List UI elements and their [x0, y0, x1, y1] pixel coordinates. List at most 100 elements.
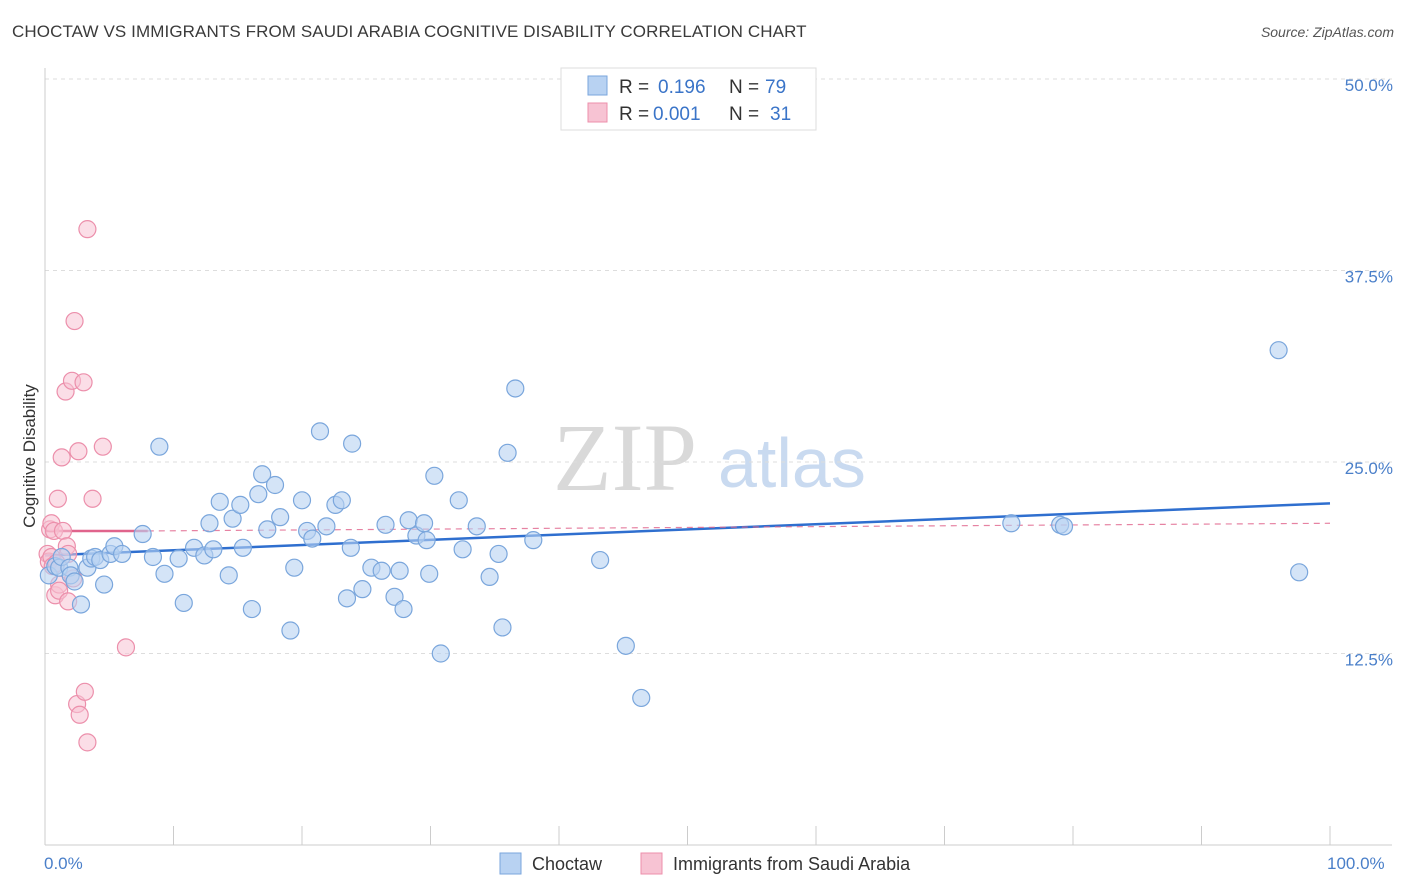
data-point-choctaw[interactable] [616, 636, 635, 655]
bottom-legend-swatch-saudi[interactable] [640, 852, 663, 875]
data-point-saudi[interactable] [53, 521, 73, 541]
legend-r-value-saudi: 0.001 [653, 104, 701, 125]
data-point-choctaw[interactable] [249, 485, 268, 504]
data-point-choctaw[interactable] [591, 550, 610, 570]
data-point-saudi[interactable] [93, 437, 112, 456]
data-point-saudi[interactable] [65, 311, 84, 331]
data-point-choctaw[interactable] [143, 547, 163, 567]
data-point-choctaw[interactable] [253, 465, 272, 484]
data-point-choctaw[interactable] [1054, 517, 1074, 536]
data-point-choctaw[interactable] [150, 437, 169, 456]
data-point-choctaw[interactable] [281, 621, 300, 640]
bottom-legend-label-saudi[interactable]: Immigrants from Saudi Arabia [673, 854, 911, 874]
legend-n-label-saudi: N = [729, 104, 759, 125]
data-point-choctaw[interactable] [292, 491, 312, 510]
x-tick-label-min: 0.0% [44, 854, 83, 873]
data-point-choctaw[interactable] [632, 688, 651, 708]
data-point-saudi[interactable] [52, 448, 71, 467]
data-point-choctaw[interactable] [372, 561, 391, 580]
data-point-choctaw[interactable] [524, 531, 543, 550]
data-point-saudi[interactable] [74, 373, 93, 392]
legend-swatch-choctaw [587, 75, 608, 96]
data-point-saudi[interactable] [75, 682, 94, 701]
series-saudi-points [38, 220, 136, 752]
data-point-choctaw[interactable] [65, 572, 84, 591]
x-tick-label-max: 100.0% [1327, 854, 1385, 873]
data-point-choctaw[interactable] [489, 544, 508, 564]
data-point-choctaw[interactable] [265, 475, 285, 495]
data-point-choctaw[interactable] [155, 564, 174, 583]
data-point-choctaw[interactable] [310, 422, 330, 441]
data-point-choctaw[interactable] [285, 558, 304, 577]
series-choctaw-points [39, 341, 1309, 708]
data-point-choctaw[interactable] [332, 491, 351, 510]
data-point-choctaw[interactable] [223, 509, 242, 528]
y-tick-labels: 12.5% 25.0% 37.5% 50.0% [1345, 76, 1393, 670]
data-point-choctaw[interactable] [133, 524, 152, 544]
legend-n-label-choctaw: N = [729, 77, 759, 98]
bottom-legend-label-choctaw[interactable]: Choctaw [532, 854, 603, 874]
y-tick-label: 37.5% [1345, 268, 1393, 287]
data-point-choctaw[interactable] [174, 593, 193, 613]
data-point-choctaw[interactable] [210, 492, 229, 511]
data-point-choctaw[interactable] [231, 495, 250, 514]
data-point-choctaw[interactable] [493, 618, 512, 637]
data-point-saudi[interactable] [116, 638, 136, 657]
data-point-choctaw[interactable] [467, 517, 486, 536]
data-point-choctaw[interactable] [394, 599, 413, 619]
data-point-choctaw[interactable] [258, 520, 277, 539]
data-point-choctaw[interactable] [242, 599, 261, 619]
data-point-choctaw[interactable] [112, 544, 132, 564]
legend-n-value-choctaw: 79 [765, 77, 786, 98]
data-point-choctaw[interactable] [1269, 341, 1288, 360]
data-point-choctaw[interactable] [480, 567, 499, 587]
data-point-choctaw[interactable] [376, 515, 395, 534]
data-point-choctaw[interactable] [341, 538, 360, 557]
data-point-choctaw[interactable] [219, 566, 238, 585]
data-point-choctaw[interactable] [337, 589, 357, 608]
data-point-saudi[interactable] [78, 220, 97, 239]
series-legend: Choctaw Immigrants from Saudi Arabia [499, 852, 911, 875]
data-point-choctaw[interactable] [71, 595, 91, 614]
source-credit: Source: ZipAtlas.com [1260, 24, 1394, 40]
data-point-choctaw[interactable] [1002, 514, 1021, 533]
data-point-choctaw[interactable] [399, 511, 418, 530]
bottom-legend-swatch-choctaw[interactable] [499, 852, 522, 875]
data-point-saudi[interactable] [69, 442, 88, 461]
data-point-choctaw[interactable] [343, 434, 362, 453]
trend-line-choctaw [44, 502, 1331, 557]
data-point-choctaw[interactable] [417, 531, 436, 550]
data-point-choctaw[interactable] [498, 443, 517, 462]
data-point-choctaw[interactable] [95, 575, 114, 594]
data-point-choctaw[interactable] [303, 529, 322, 548]
data-point-choctaw[interactable] [200, 514, 219, 533]
data-point-choctaw[interactable] [169, 549, 188, 568]
y-tick-label: 12.5% [1345, 651, 1393, 670]
data-point-saudi[interactable] [78, 733, 97, 752]
data-point-choctaw[interactable] [425, 466, 444, 485]
data-point-saudi[interactable] [48, 489, 67, 508]
data-point-choctaw[interactable] [420, 564, 439, 583]
y-tick-label: 25.0% [1345, 459, 1393, 478]
data-point-choctaw[interactable] [204, 540, 223, 559]
data-point-saudi[interactable] [70, 705, 89, 724]
legend-r-label-saudi: R = [619, 104, 649, 125]
data-point-choctaw[interactable] [317, 517, 336, 536]
data-point-choctaw[interactable] [233, 538, 252, 557]
data-point-choctaw[interactable] [1290, 563, 1309, 582]
y-axis-label: Cognitive Disability [20, 384, 39, 528]
legend-r-label-choctaw: R = [619, 77, 649, 98]
axes [44, 68, 1392, 846]
y-tick-label: 50.0% [1345, 76, 1393, 95]
data-point-choctaw[interactable] [506, 379, 525, 398]
data-point-choctaw[interactable] [390, 561, 409, 580]
legend-r-value-choctaw: 0.196 [658, 77, 706, 98]
data-point-choctaw[interactable] [453, 540, 472, 559]
data-point-choctaw[interactable] [431, 644, 450, 663]
data-point-choctaw[interactable] [449, 491, 468, 510]
data-point-choctaw[interactable] [385, 587, 404, 606]
data-point-choctaw[interactable] [414, 514, 434, 533]
data-point-saudi[interactable] [83, 489, 102, 508]
data-point-choctaw[interactable] [353, 580, 372, 599]
data-point-choctaw[interactable] [271, 508, 290, 527]
